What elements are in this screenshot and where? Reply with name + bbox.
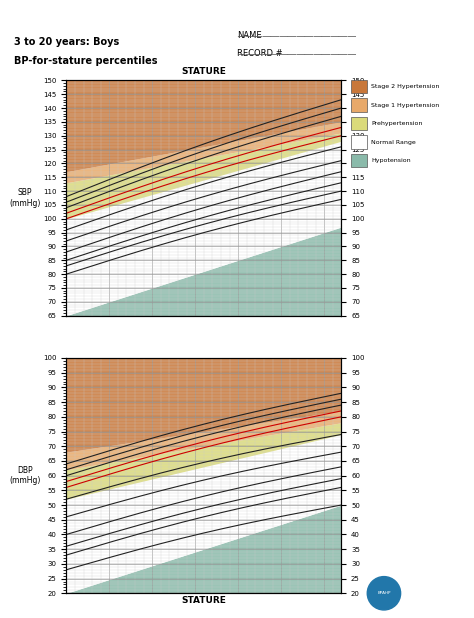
Text: Stage 1 Hypertension: Stage 1 Hypertension: [371, 103, 439, 108]
Text: Prehypertension: Prehypertension: [371, 121, 422, 126]
Text: NAME: NAME: [237, 31, 262, 40]
Text: BP-for-stature percentiles: BP-for-stature percentiles: [14, 56, 158, 66]
Y-axis label: DBP
(mmHg): DBP (mmHg): [9, 466, 40, 485]
Y-axis label: SBP
(mmHg): SBP (mmHg): [9, 188, 40, 208]
Text: Normal Range: Normal Range: [371, 140, 416, 145]
Text: BPAHP: BPAHP: [377, 591, 391, 595]
Text: Hypotension: Hypotension: [371, 158, 411, 163]
Text: ____________________________: ____________________________: [237, 46, 356, 56]
Text: RECORD #: RECORD #: [237, 49, 283, 59]
Text: STATURE: STATURE: [182, 67, 226, 76]
Text: Stage 2 Hypertension: Stage 2 Hypertension: [371, 84, 439, 89]
Text: ____________________________: ____________________________: [237, 28, 356, 37]
Circle shape: [367, 577, 401, 610]
Text: STATURE: STATURE: [182, 596, 226, 604]
Text: 3 to 20 years: Boys: 3 to 20 years: Boys: [14, 37, 119, 47]
